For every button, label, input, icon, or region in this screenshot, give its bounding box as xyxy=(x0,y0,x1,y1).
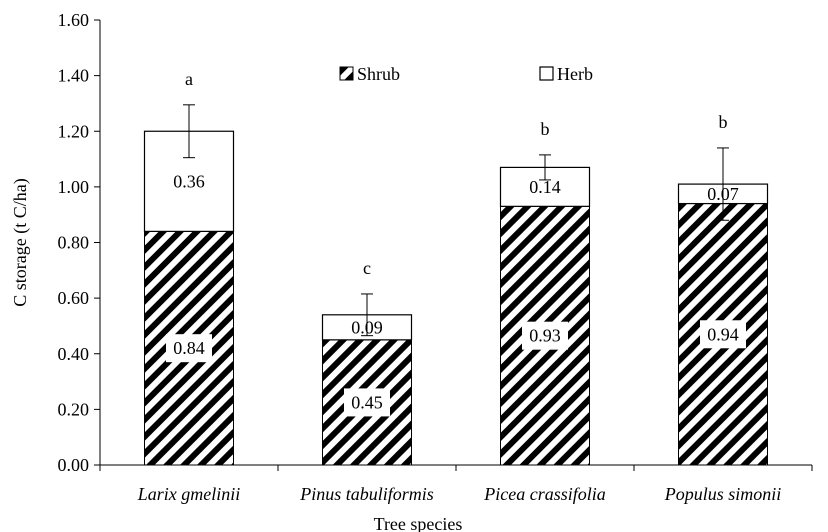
herb-data-label-3: 0.07 xyxy=(707,184,739,204)
y-tick-label: 0.00 xyxy=(58,455,90,475)
shrub-label-bg-0 xyxy=(166,334,212,363)
shrub-data-label-3: 0.94 xyxy=(707,324,739,344)
y-tick-label: 0.80 xyxy=(58,233,90,253)
significance-letter-0: a xyxy=(185,69,193,89)
legend: Shrub Herb xyxy=(339,64,593,84)
significance-letter-1: c xyxy=(363,258,371,278)
y-tick-label: 0.60 xyxy=(58,288,90,308)
y-tick-label: 0.20 xyxy=(58,399,90,419)
bars xyxy=(143,104,769,466)
x-tick-label-3: Populus simonii xyxy=(664,484,782,504)
shrub-data-label-2: 0.93 xyxy=(529,326,561,346)
y-tick-label: 0.40 xyxy=(58,344,90,364)
legend-swatch-herb xyxy=(539,66,554,81)
labels: 0.84 0.36 a Larix gmelinii 0.45 0.09 c Pinus ta… xyxy=(137,69,782,504)
x-tick-label-0: Larix gmelinii xyxy=(137,484,241,504)
shrub-label-bg-2 xyxy=(522,321,568,350)
herb-data-label-2: 0.14 xyxy=(529,177,561,197)
x-tick-label-2: Picea crassifolia xyxy=(483,484,605,504)
y-axis-title: C storage (t C/ha) xyxy=(10,178,31,306)
y-tick-label: 1.20 xyxy=(58,121,90,141)
shrub-label-bg-1 xyxy=(344,388,390,417)
y-tick-label: 1.00 xyxy=(58,177,90,197)
y-tick-label: 1.60 xyxy=(58,10,90,30)
x-tick-label-1: Pinus tabuliformis xyxy=(299,484,434,504)
significance-letter-2: b xyxy=(541,119,550,139)
legend-label-herb: Herb xyxy=(557,64,593,84)
axes: 0.00 0.20 0.40 0.60 0.80 1.00 1.20 1.40 1.60 Tree… xyxy=(10,10,813,532)
x-axis-title: Tree species xyxy=(374,514,463,532)
significance-letter-3: b xyxy=(719,112,728,132)
y-tick-label: 1.40 xyxy=(58,66,90,86)
herb-data-label-1: 0.09 xyxy=(351,317,383,337)
legend-label-shrub: Shrub xyxy=(357,64,400,84)
legend-swatch-shrub xyxy=(339,66,354,81)
herb-data-label-0: 0.36 xyxy=(173,171,205,191)
shrub-label-bg-3 xyxy=(700,320,746,349)
shrub-data-label-0: 0.84 xyxy=(173,338,205,358)
shrub-data-label-1: 0.45 xyxy=(351,392,383,412)
